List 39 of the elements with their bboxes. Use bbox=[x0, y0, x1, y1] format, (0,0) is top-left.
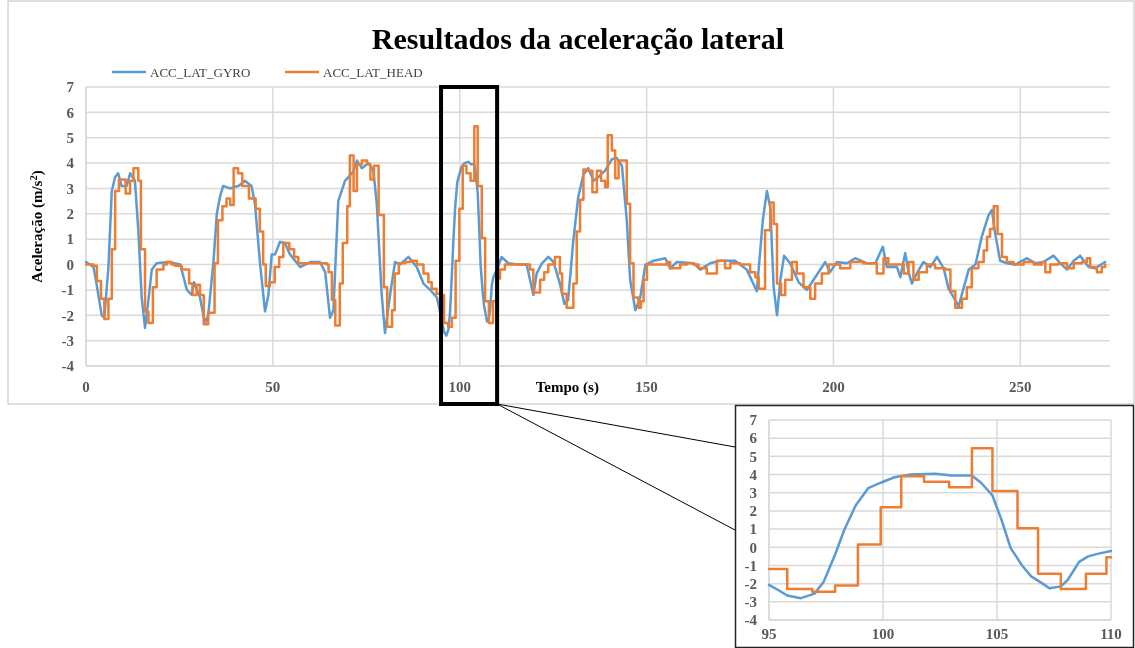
x-tick-label: 105 bbox=[985, 626, 1009, 643]
x-tick-label: 110 bbox=[1100, 626, 1122, 643]
y-tick-label: 7 bbox=[66, 79, 75, 96]
y-tick-label: 3 bbox=[749, 484, 757, 501]
x-tick-label: 95 bbox=[761, 626, 777, 643]
y-tick-label: -3 bbox=[744, 594, 757, 611]
x-tick-label: 200 bbox=[822, 379, 845, 396]
y-tick-label: 7 bbox=[749, 412, 758, 429]
x-axis-title: Tempo (s) bbox=[535, 379, 599, 397]
y-tick-label: 0 bbox=[749, 539, 757, 556]
x-tick-label: 0 bbox=[82, 379, 90, 396]
y-tick-label: -1 bbox=[744, 557, 757, 574]
y-tick-label: 2 bbox=[749, 503, 757, 520]
y-tick-label: 5 bbox=[66, 129, 74, 146]
y-tick-label: 4 bbox=[66, 155, 75, 172]
legend-label: ACC_LAT_HEAD bbox=[323, 64, 423, 80]
y-tick-label: 1 bbox=[749, 521, 757, 538]
x-tick-label: 100 bbox=[448, 379, 471, 396]
y-tick-label: 1 bbox=[66, 231, 74, 248]
y-tick-label: -2 bbox=[61, 307, 74, 324]
y-tick-label: -2 bbox=[744, 575, 757, 592]
y-tick-label: 5 bbox=[749, 448, 757, 465]
line-series bbox=[767, 472, 1113, 600]
x-tick-label: 250 bbox=[1009, 379, 1032, 396]
y-tick-label: -4 bbox=[744, 612, 758, 629]
y-tick-label: -1 bbox=[61, 282, 74, 299]
y-tick-label: -4 bbox=[61, 358, 75, 375]
y-tick-label: -3 bbox=[61, 332, 74, 349]
y-tick-label: 0 bbox=[66, 256, 74, 273]
y-tick-label: 4 bbox=[749, 466, 758, 483]
y-tick-label: 6 bbox=[66, 104, 75, 121]
x-tick-label: 50 bbox=[265, 379, 281, 396]
y-tick-label: 6 bbox=[749, 430, 758, 447]
y-tick-label: 3 bbox=[66, 180, 74, 197]
x-tick-label: 100 bbox=[871, 626, 895, 643]
chart-title: Resultados da aceleração lateral bbox=[371, 21, 785, 55]
legend-label: ACC_LAT_GYRO bbox=[150, 64, 251, 80]
y-tick-label: 2 bbox=[66, 206, 74, 223]
x-tick-label: 150 bbox=[635, 379, 658, 396]
